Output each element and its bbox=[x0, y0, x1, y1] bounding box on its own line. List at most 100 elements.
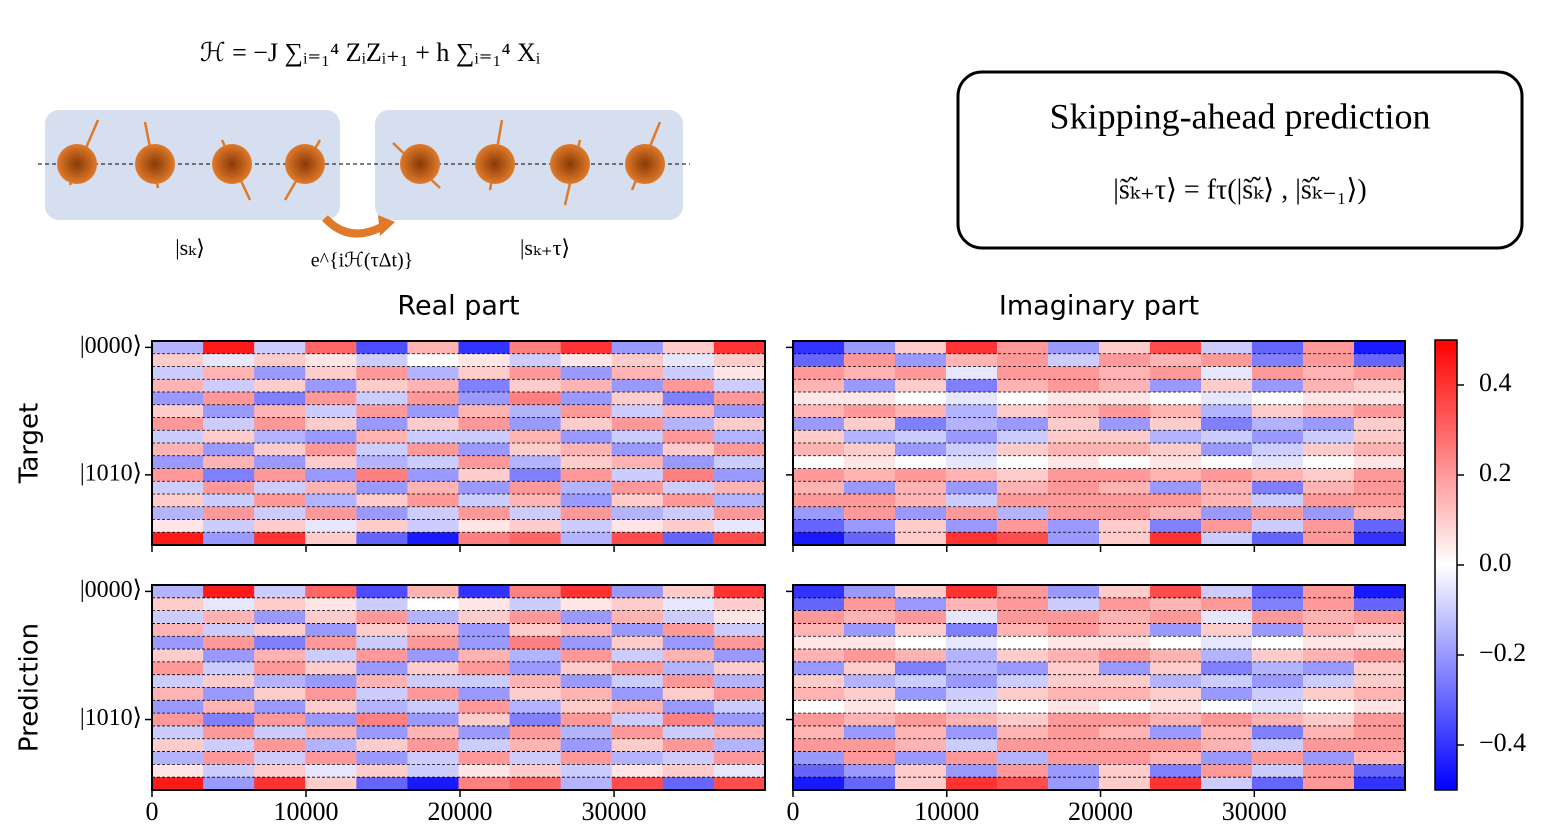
heatmap-cell bbox=[1048, 611, 1100, 624]
heatmap-cell bbox=[203, 623, 255, 636]
heatmap-cell bbox=[1048, 764, 1100, 777]
heatmap-cell bbox=[459, 777, 511, 790]
heatmap-cell bbox=[459, 456, 511, 469]
heatmap-cell bbox=[203, 726, 255, 739]
heatmap-cell bbox=[844, 764, 896, 777]
heatmap-cell bbox=[1303, 662, 1355, 675]
heatmap-cell bbox=[997, 739, 1049, 752]
heatmap-cell bbox=[895, 726, 947, 739]
heatmap-cell bbox=[714, 585, 766, 598]
heatmap-cell bbox=[254, 636, 306, 649]
heatmap-cell bbox=[510, 777, 562, 790]
heatmap-cell bbox=[305, 520, 357, 533]
heatmap-cell bbox=[997, 392, 1049, 405]
site bbox=[212, 144, 252, 184]
heatmap-cell bbox=[152, 341, 204, 354]
heatmap-cell bbox=[510, 611, 562, 624]
heatmap-cell bbox=[305, 662, 357, 675]
heatmap-cell bbox=[1252, 430, 1304, 443]
site bbox=[135, 144, 175, 184]
heatmap-cell bbox=[1201, 418, 1253, 431]
heatmap-cell bbox=[714, 688, 766, 701]
heatmap-cell bbox=[1048, 520, 1100, 533]
heatmap-cell bbox=[356, 713, 408, 726]
heatmap-cell bbox=[1150, 636, 1202, 649]
heatmap-cell bbox=[1099, 354, 1151, 367]
heatmap-cell bbox=[203, 636, 255, 649]
heatmap-cell bbox=[459, 354, 511, 367]
heatmap-cell bbox=[844, 585, 896, 598]
heatmap-cell bbox=[1354, 662, 1406, 675]
heatmap-cell bbox=[1099, 585, 1151, 598]
heatmap-cell bbox=[844, 752, 896, 765]
heatmap-cell bbox=[1354, 726, 1406, 739]
heatmap-cell bbox=[254, 507, 306, 520]
heatmap-cell bbox=[1252, 520, 1304, 533]
heatmap-cell bbox=[1354, 752, 1406, 765]
heatmap-cell bbox=[254, 585, 306, 598]
y-axis-label: Target bbox=[15, 403, 45, 484]
heatmap-cell bbox=[612, 700, 664, 713]
heatmap-cell bbox=[1252, 341, 1304, 354]
heatmap-cell bbox=[305, 598, 357, 611]
heatmap-cell bbox=[844, 662, 896, 675]
heatmap-cell bbox=[407, 688, 459, 701]
heatmap-cell bbox=[305, 688, 357, 701]
heatmap-cell bbox=[254, 713, 306, 726]
heatmap-cell bbox=[895, 532, 947, 545]
heatmap-cell bbox=[152, 354, 204, 367]
heatmap-cell bbox=[895, 636, 947, 649]
heatmap-cell bbox=[793, 752, 845, 765]
heatmap-cell bbox=[1303, 649, 1355, 662]
heatmap-cell bbox=[459, 623, 511, 636]
heatmap-cell bbox=[254, 752, 306, 765]
heatmap-cell bbox=[895, 367, 947, 380]
heatmap-cell bbox=[254, 520, 306, 533]
heatmap-cell bbox=[1201, 777, 1253, 790]
heatmap-cell bbox=[997, 636, 1049, 649]
heatmap-cell bbox=[1354, 494, 1406, 507]
heatmap-cell bbox=[203, 675, 255, 688]
heatmap-cell bbox=[356, 649, 408, 662]
heatmap-cell bbox=[407, 649, 459, 662]
heatmap-cell bbox=[714, 662, 766, 675]
heatmap-cell bbox=[1150, 700, 1202, 713]
heatmap-cell bbox=[1150, 662, 1202, 675]
heatmap-cell bbox=[946, 688, 998, 701]
heatmap-cell bbox=[1354, 405, 1406, 418]
heatmap-cell bbox=[305, 481, 357, 494]
heatmap-cell bbox=[1354, 713, 1406, 726]
heatmap-cell bbox=[152, 623, 204, 636]
x-tick-label: 0 bbox=[787, 797, 800, 826]
figure: ℋ = −J ∑ᵢ₌₁⁴ ZᵢZᵢ₊₁ + h ∑ᵢ₌₁⁴ Xᵢ |sₖ⟩ e^… bbox=[0, 0, 1556, 839]
heatmap-cell bbox=[1048, 585, 1100, 598]
heatmap-cell bbox=[1099, 405, 1151, 418]
heatmap-cell bbox=[356, 392, 408, 405]
heatmap-cell bbox=[152, 469, 204, 482]
heatmap-cell bbox=[1252, 418, 1304, 431]
heatmap-cell bbox=[1099, 623, 1151, 636]
heatmap-cell bbox=[1354, 443, 1406, 456]
heatmap-cell bbox=[997, 354, 1049, 367]
heatmap-cell bbox=[612, 392, 664, 405]
heatmap-cell bbox=[203, 713, 255, 726]
heatmap-cell bbox=[459, 585, 511, 598]
heatmap-cell bbox=[152, 764, 204, 777]
heatmap-cell bbox=[946, 585, 998, 598]
heatmap-cell bbox=[663, 739, 715, 752]
heatmap-cell bbox=[459, 367, 511, 380]
heatmap-cell bbox=[510, 443, 562, 456]
heatmap-cell bbox=[203, 777, 255, 790]
heatmap-cell bbox=[946, 469, 998, 482]
heatmap-cell bbox=[793, 443, 845, 456]
heatmap-cell bbox=[946, 649, 998, 662]
heatmap-cell bbox=[997, 532, 1049, 545]
heatmap-cell bbox=[895, 456, 947, 469]
heatmap-cell bbox=[1048, 341, 1100, 354]
heatmap-cell bbox=[895, 752, 947, 765]
heatmap-cell bbox=[1048, 430, 1100, 443]
heatmap-cell bbox=[844, 456, 896, 469]
heatmap-cell bbox=[1252, 764, 1304, 777]
heatmap-cell bbox=[510, 598, 562, 611]
heatmap-cell bbox=[946, 598, 998, 611]
